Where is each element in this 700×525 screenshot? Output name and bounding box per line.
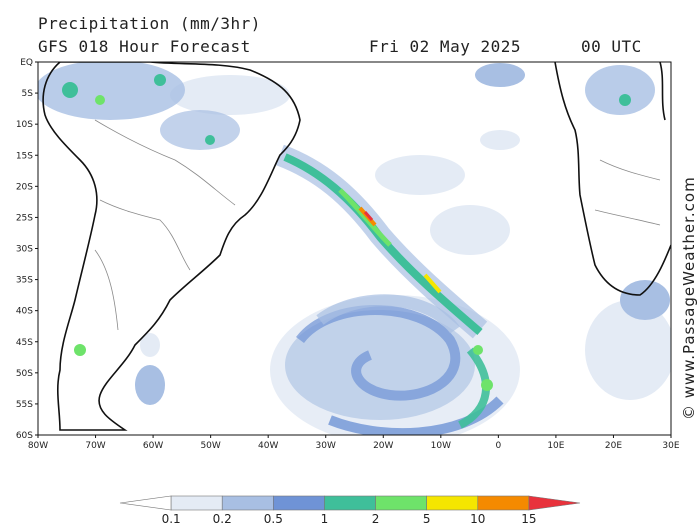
legend-swatch [426, 495, 479, 511]
legend-swatch [221, 495, 274, 511]
legend-tick-label: 15 [521, 512, 536, 525]
africa-coast [554, 62, 671, 296]
legend-swatch [375, 495, 427, 511]
lat-label: 60S [16, 431, 33, 441]
legend-tick-label: 1 [321, 512, 329, 525]
legend-swatch [119, 495, 172, 511]
lat-label: 40S [16, 307, 33, 317]
precip-cyclone [270, 294, 520, 435]
precip-front-band [275, 144, 488, 339]
credit-text: © www.PassageWeather.com [680, 176, 698, 420]
lon-label: 0 [495, 441, 501, 451]
lat-label: EQ [20, 58, 33, 68]
map-title: Precipitation (mm/3hr) [38, 14, 261, 33]
map-body [38, 62, 671, 435]
lon-label: 30E [662, 441, 679, 451]
country-borders [94, 119, 661, 331]
coastlines [42, 62, 671, 431]
legend-tick-label: 0.1 [162, 512, 181, 525]
legend-tick-label: 5 [423, 512, 431, 525]
latitude-axis: EQ 5S 10S 15S 20S 25S 30S 35S 40S 45S 50S 55S 60S [16, 58, 38, 441]
lon-label: 10E [547, 441, 564, 451]
precip-legend: 0.1 0.2 0.5 1 2 5 10 15 [119, 495, 581, 525]
forecast-date: Fri 02 May 2025 [369, 37, 521, 56]
lat-label: 45S [16, 338, 33, 348]
lon-label: 50W [200, 441, 220, 451]
lon-label: 30W [316, 441, 336, 451]
legend-tick-label: 0.5 [264, 512, 283, 525]
lon-label: 20W [373, 441, 393, 451]
lat-label: 25S [16, 213, 33, 223]
lat-label: 5S [22, 89, 34, 99]
lon-label: 10W [431, 441, 451, 451]
longitude-axis: 80W 70W 60W 50W 40W 30W 20W 10W 0 10E 20E 30E [28, 435, 680, 451]
lat-label: 20S [16, 182, 33, 192]
lat-label: 30S [16, 245, 33, 255]
precip-scattered-light [135, 75, 671, 405]
lon-label: 60W [143, 441, 163, 451]
legend-tick-label: 2 [372, 512, 380, 525]
lon-label: 70W [85, 441, 105, 451]
legend-swatch [528, 495, 581, 511]
lat-label: 50S [16, 369, 33, 379]
lon-label: 20E [605, 441, 622, 451]
precip-tropical [38, 62, 655, 356]
lon-label: 80W [28, 441, 48, 451]
legend-swatch [273, 495, 325, 511]
legend-swatch [324, 495, 376, 511]
legend-swatch [477, 495, 530, 511]
legend-swatch [170, 495, 223, 511]
lat-label: 10S [16, 120, 33, 130]
forecast-time: 00 UTC [581, 37, 642, 56]
lat-label: 35S [16, 276, 33, 286]
lat-label: 15S [16, 151, 33, 161]
legend-tick-label: 10 [470, 512, 485, 525]
lat-label: 55S [16, 400, 33, 410]
forecast-subtitle: GFS 018 Hour Forecast [38, 37, 251, 56]
legend-tick-label: 0.2 [213, 512, 232, 525]
south-america-coast [42, 62, 301, 431]
lon-label: 40W [258, 441, 278, 451]
